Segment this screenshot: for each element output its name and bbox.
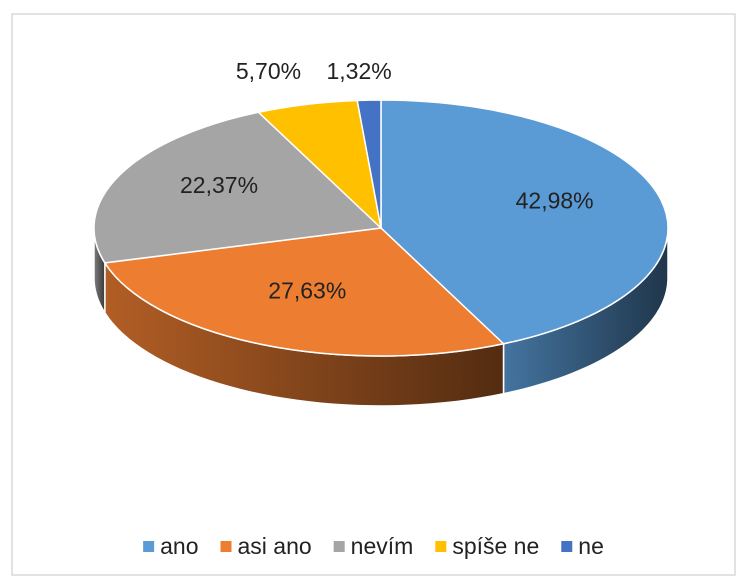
legend: ano asi ano nevím spíše ne ne bbox=[143, 533, 604, 559]
data-label: 27,63% bbox=[268, 277, 346, 303]
legend-label: ano bbox=[160, 533, 198, 559]
legend-label: nevím bbox=[351, 533, 414, 559]
slice bbox=[356, 99, 382, 229]
legend-marker bbox=[435, 541, 447, 552]
legend-marker bbox=[143, 541, 155, 552]
legend-marker bbox=[333, 541, 345, 552]
legend-label: asi ano bbox=[238, 533, 312, 559]
slice bbox=[93, 111, 383, 264]
legend-marker bbox=[220, 541, 232, 552]
legend-marker bbox=[561, 541, 573, 552]
data-label: 42,98% bbox=[516, 188, 594, 214]
legend-label: ne bbox=[578, 533, 604, 559]
legend-label: spíše ne bbox=[452, 533, 539, 559]
slice bbox=[103, 227, 506, 357]
data-label: 5,70% bbox=[236, 58, 301, 84]
data-label: 22,37% bbox=[180, 172, 258, 198]
data-label: 1,32% bbox=[326, 58, 391, 84]
slice bbox=[380, 99, 669, 345]
